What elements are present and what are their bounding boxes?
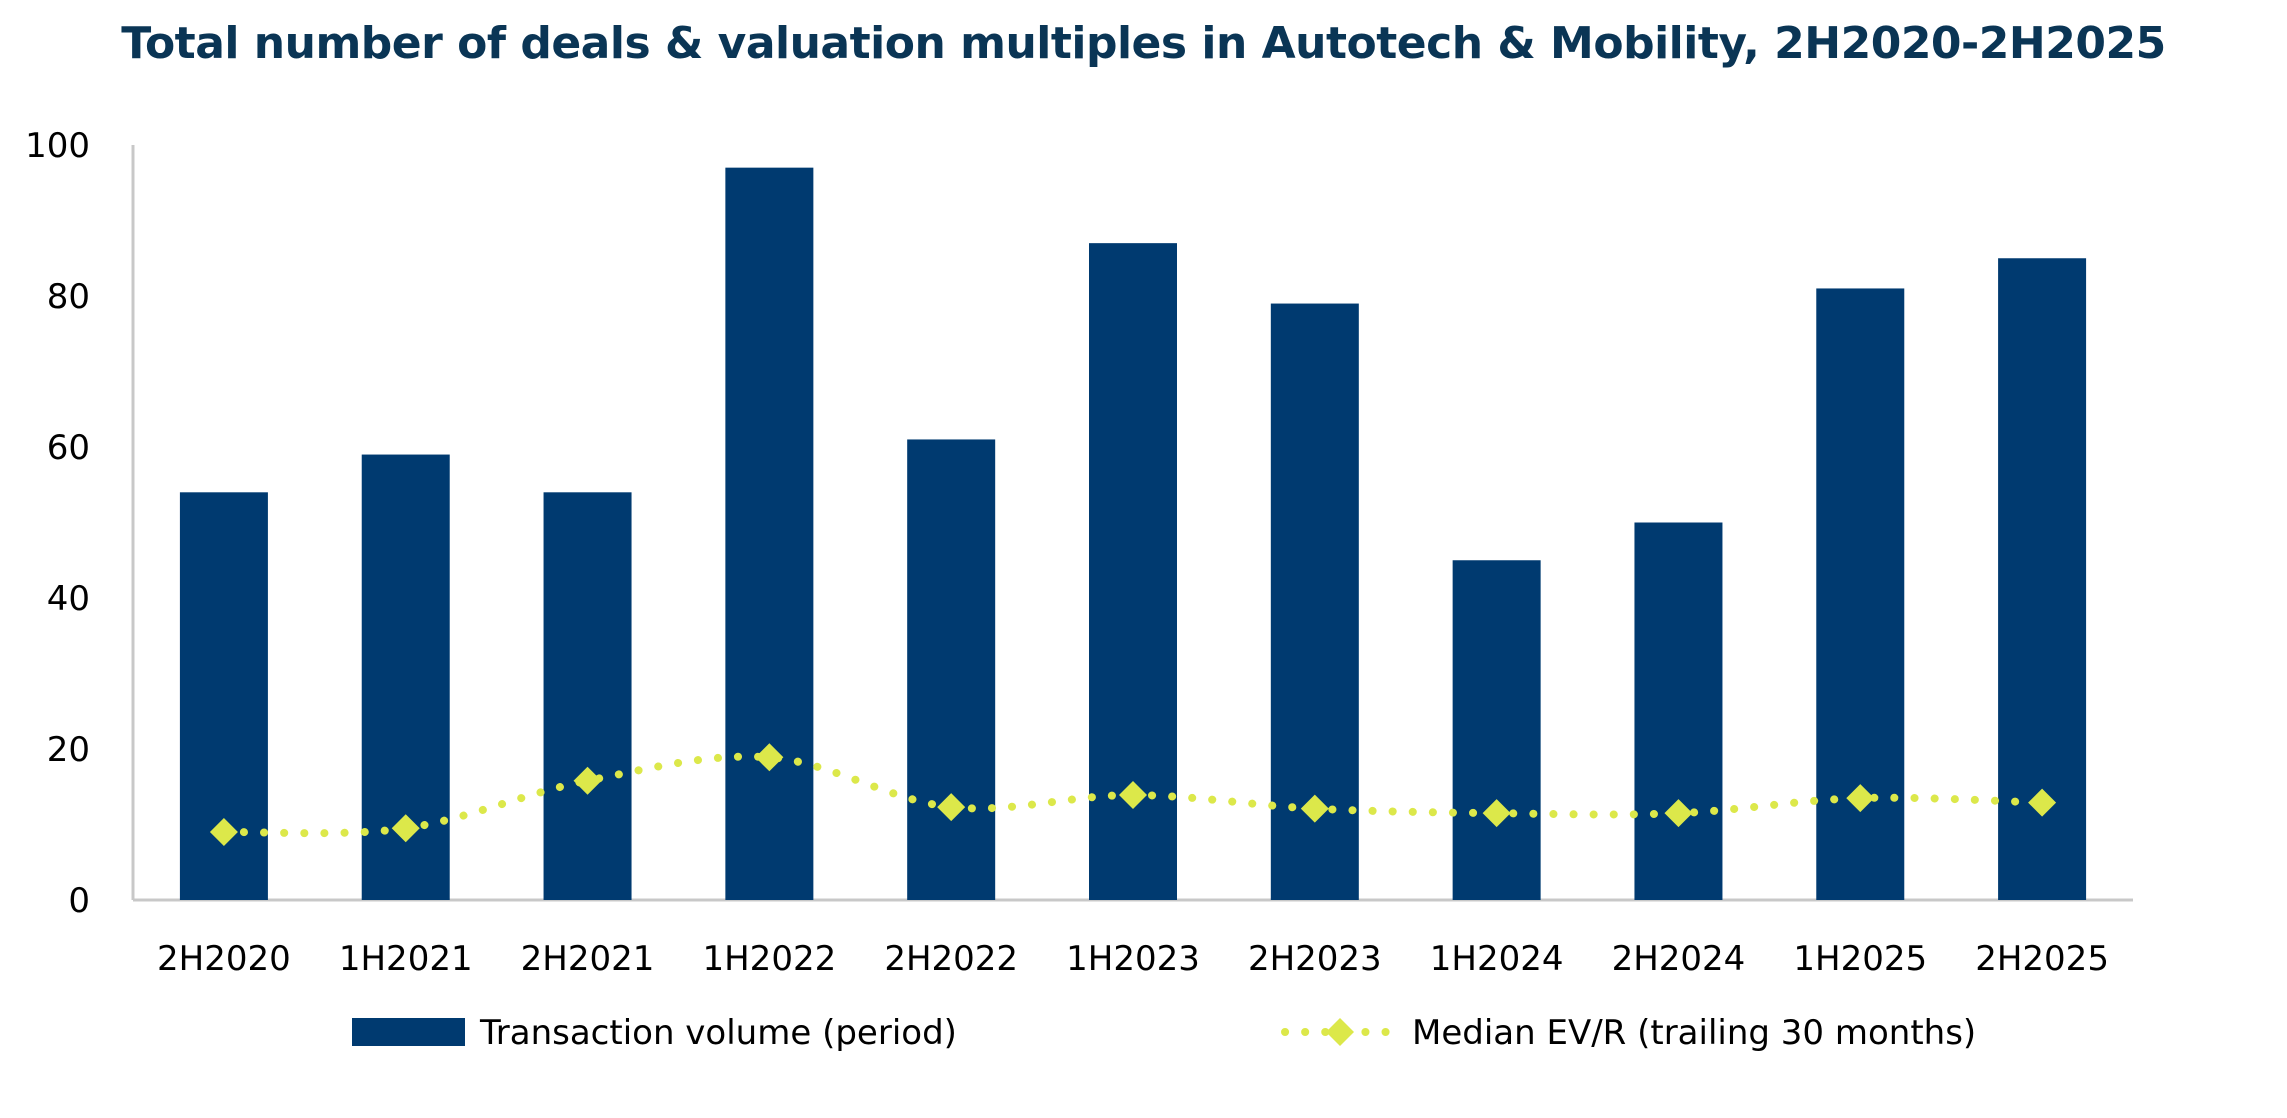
y-tick-label: 60 xyxy=(47,428,90,468)
bar-1h2024 xyxy=(1452,560,1541,900)
diamond-marker-2h2021 xyxy=(573,766,602,795)
bar-1h2022 xyxy=(725,167,814,900)
x-tick-label: 2H2024 xyxy=(1612,939,1746,979)
x-tick-label: 2H2021 xyxy=(521,939,655,979)
chart-title: Total number of deals & valuation multip… xyxy=(121,18,2166,69)
diamond-marker-1h2023 xyxy=(1119,781,1147,810)
x-tick-label: 1H2022 xyxy=(702,939,836,979)
diamond-marker-1h2021 xyxy=(391,814,420,843)
line-markers xyxy=(209,743,2057,847)
diamond-marker-2h2023 xyxy=(1300,794,1329,823)
x-tick-label: 1H2021 xyxy=(339,939,473,979)
diamond-marker-1h2025 xyxy=(1846,784,1875,813)
diamond-marker-2h2024 xyxy=(1664,799,1693,828)
diamond-marker-1h2024 xyxy=(1482,799,1511,828)
y-tick-labels: 0 20 40 60 80 100 xyxy=(25,126,90,921)
bar-2h2024 xyxy=(1634,522,1723,900)
x-tick-label: 1H2024 xyxy=(1430,939,1564,979)
diamond-marker-2h2025 xyxy=(2028,788,2057,817)
diamond-marker-2h2022 xyxy=(937,793,966,822)
x-tick-label: 2H2022 xyxy=(884,939,1018,979)
x-tick-label: 1H2023 xyxy=(1066,939,1200,979)
legend-swatch-transaction-volume xyxy=(352,1018,465,1046)
legend: Transaction volume (period) Median EV/R … xyxy=(352,1013,1976,1053)
y-tick-label: 100 xyxy=(25,126,90,166)
y-tick-label: 0 xyxy=(68,881,90,921)
legend-label-median-ev-r: Median EV/R (trailing 30 months) xyxy=(1412,1013,1976,1053)
x-tick-label: 1H2025 xyxy=(1793,939,1927,979)
x-tick-label: 2H2025 xyxy=(1975,939,2109,979)
x-tick-label: 2H2023 xyxy=(1248,939,1382,979)
legend-diamond-icon xyxy=(1326,1018,1354,1046)
diamond-marker-2h2020 xyxy=(209,818,238,847)
x-tick-label: 2H2020 xyxy=(157,939,291,979)
y-tick-label: 20 xyxy=(47,730,90,770)
bar-2h2022 xyxy=(907,439,996,900)
x-tick-labels: 2H2020 1H2021 2H2021 1H2022 2H2022 1H2023 2H20… xyxy=(157,939,2109,979)
y-tick-label: 40 xyxy=(47,579,90,619)
diamond-marker-1h2022 xyxy=(755,743,784,772)
legend-label-transaction-volume: Transaction volume (period) xyxy=(479,1013,957,1053)
y-tick-label: 80 xyxy=(47,277,90,317)
bar-2h2021 xyxy=(543,492,632,900)
